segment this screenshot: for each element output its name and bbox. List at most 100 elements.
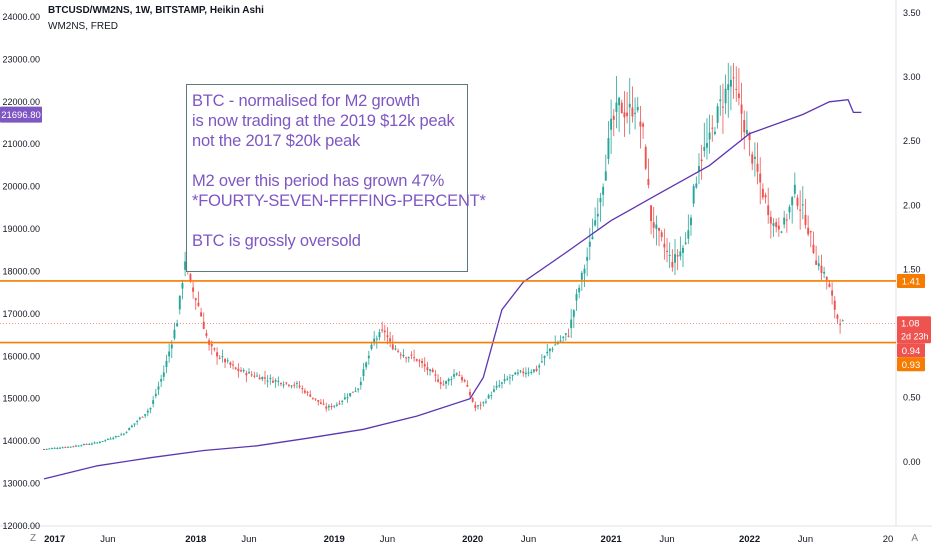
candle-body — [362, 369, 365, 377]
candle-body — [205, 333, 208, 336]
candle-body — [405, 357, 408, 359]
m2-value-badge: 21696.80 — [1, 110, 41, 121]
annotation-spacer — [192, 151, 467, 171]
time-axis-tick-label: Jun — [241, 534, 256, 545]
candle-body — [666, 250, 668, 252]
candle-body — [418, 360, 421, 362]
right-axis-tick-label: 1.50 — [903, 264, 921, 274]
candle-body — [391, 344, 394, 350]
candle-body — [708, 132, 711, 140]
candle-body — [546, 351, 549, 354]
candle-body — [93, 442, 96, 444]
candle-body — [88, 444, 91, 446]
time-axis-tick-label: Jun — [659, 534, 674, 545]
candle-body — [197, 302, 200, 306]
candle-body — [655, 224, 658, 229]
candle-body — [306, 391, 309, 393]
candle-body — [144, 414, 147, 416]
time-axis-tick-label: Jun — [380, 534, 395, 545]
candle-body — [402, 354, 405, 357]
candle-body — [298, 385, 301, 388]
candle-body — [740, 104, 743, 114]
annotation-line: *FOURTY-SEVEN-FFFFING-PERCENT* — [192, 192, 486, 210]
candle-body — [248, 372, 250, 374]
candle-body — [242, 369, 245, 372]
candle-body — [745, 129, 748, 135]
candle-body — [684, 242, 687, 244]
candle-body — [43, 449, 45, 451]
candle-body — [200, 312, 203, 317]
candle-body — [173, 329, 176, 339]
candle-body — [221, 356, 224, 358]
candle-body — [130, 425, 133, 428]
candle-body — [721, 106, 724, 108]
candle-body — [628, 103, 631, 108]
candle-body — [61, 447, 64, 449]
candle-body — [381, 329, 384, 331]
candle-body — [479, 404, 482, 406]
candle-body — [240, 370, 242, 372]
candle-body — [793, 184, 796, 194]
candle-body — [338, 403, 341, 405]
candle-body — [631, 107, 634, 117]
candle-body — [378, 332, 381, 338]
candle-body — [335, 404, 338, 406]
auto-scale-button[interactable]: A — [911, 533, 918, 544]
candle-body — [386, 335, 389, 337]
left-axis-tick-label: 13000.00 — [2, 479, 40, 489]
candle-body — [389, 338, 392, 342]
candle-body — [327, 405, 330, 408]
candle-body — [817, 263, 820, 267]
candle-body — [596, 213, 599, 217]
candle-body — [532, 369, 535, 372]
candle-body — [170, 344, 173, 349]
indicator-legend[interactable]: WM2NS, FRED — [48, 21, 118, 32]
candle-body — [559, 340, 562, 342]
timezone-icon[interactable]: Z — [30, 533, 37, 544]
candle-body — [642, 123, 645, 127]
candle-body — [354, 390, 357, 392]
candle-body — [469, 391, 471, 396]
candle-body — [447, 378, 450, 382]
candle-body — [343, 397, 346, 400]
candle-body — [474, 405, 477, 408]
candle-body — [295, 383, 298, 385]
candle-body — [213, 348, 216, 350]
candle-body — [485, 401, 487, 403]
candle-body — [194, 298, 197, 301]
candle-body — [106, 439, 109, 441]
candle-body — [767, 205, 770, 216]
candle-body — [314, 398, 317, 400]
candle-body — [604, 171, 607, 181]
candle-body — [671, 261, 674, 268]
candle-body — [809, 230, 812, 233]
candle-body — [189, 274, 192, 281]
right-axis-tick-label: 2.50 — [903, 136, 921, 146]
price-badge: 1.08 — [901, 318, 920, 329]
candle-body — [514, 372, 517, 375]
candle-body — [548, 348, 551, 352]
candle-body — [72, 446, 75, 448]
candle-body — [162, 372, 165, 377]
text-annotation[interactable]: BTC - normalised for M2 growth is now tra… — [186, 84, 486, 272]
time-axis-tick-label: 2019 — [324, 534, 345, 545]
candle-body — [322, 403, 325, 405]
candle-body — [365, 362, 368, 368]
candle-body — [415, 359, 418, 361]
candle-body — [178, 295, 181, 310]
annotation-line: not the 2017 $20k peak — [192, 132, 361, 150]
candle-body — [647, 178, 650, 186]
candle-body — [80, 445, 83, 447]
candle-body — [218, 357, 221, 359]
symbol-title[interactable]: BTCUSD/WM2NS, 1W, BITSTAMP, Heikin Ashi — [48, 5, 264, 16]
candle-body — [493, 389, 495, 392]
candle-body — [658, 227, 660, 231]
candle-body — [690, 217, 692, 226]
candle-body — [508, 377, 511, 379]
low-badge-bg — [897, 343, 925, 358]
time-axis-tick-label: 20 — [883, 534, 894, 545]
level-badge-upper: 1.41 — [902, 276, 921, 287]
candle-body — [274, 380, 277, 382]
candle-body — [799, 209, 802, 211]
